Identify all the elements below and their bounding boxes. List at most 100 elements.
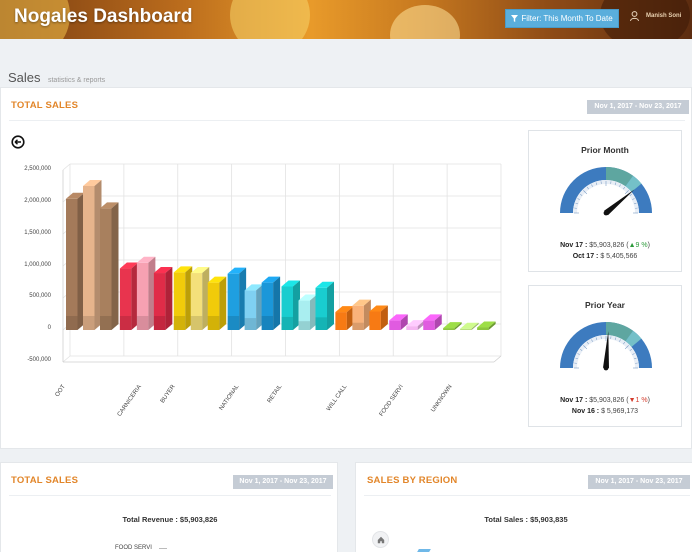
user-name[interactable]: Manish Soni bbox=[646, 13, 682, 19]
x-tick-label: RETAIL bbox=[266, 384, 284, 405]
axis-line bbox=[493, 355, 502, 363]
x-tick-label: NATIONAL bbox=[218, 384, 241, 412]
bar bbox=[369, 311, 381, 330]
bar-top bbox=[352, 299, 371, 306]
gauge-tick bbox=[619, 339, 621, 342]
gauge-arc-segment bbox=[625, 330, 642, 347]
gridline bbox=[62, 355, 71, 363]
y-tick-label: 1,500,000 bbox=[24, 230, 51, 236]
gauge-change-open: ( bbox=[626, 397, 629, 404]
bar-side bbox=[256, 284, 264, 330]
bar-shade bbox=[315, 317, 327, 330]
prior-month-gauge-card: Prior Month Nov 17 : $5,903,826 (▲9 %) O… bbox=[528, 130, 682, 272]
gauge-change-close: ) bbox=[647, 242, 650, 249]
gauge-up-arrow-icon: ▲ bbox=[628, 242, 636, 249]
sales-by-region-date-badge: Nov 1, 2017 - Nov 23, 2017 bbox=[588, 475, 690, 489]
bar-side bbox=[202, 267, 210, 330]
leader-line bbox=[159, 548, 167, 549]
bar-top bbox=[369, 305, 388, 312]
gauge-inner-ring bbox=[573, 180, 639, 213]
y-tick-label: 1,000,000 bbox=[24, 262, 51, 268]
gauge-prior-label: Oct 17 : bbox=[572, 253, 599, 260]
sales-by-region-title: SALES BY REGION bbox=[367, 475, 458, 486]
bar-shade bbox=[136, 316, 149, 330]
total-sales-panel: TOTAL SALES Nov 1, 2017 - Nov 23, 2017 2… bbox=[0, 87, 692, 449]
gauge-tick bbox=[579, 348, 583, 351]
gauge-needle bbox=[603, 331, 609, 369]
back-arrow-icon[interactable] bbox=[11, 135, 25, 149]
filter-button[interactable]: Filter: This Month To Date bbox=[505, 9, 619, 28]
bottom-total-sales-title: TOTAL SALES bbox=[11, 475, 79, 486]
gauge-tick bbox=[629, 348, 633, 351]
gauge-tick bbox=[583, 345, 588, 350]
bar-side bbox=[148, 256, 156, 330]
bar-side bbox=[94, 180, 102, 330]
gauge-current-label: Nov 17 : bbox=[560, 242, 588, 249]
bar bbox=[335, 312, 347, 330]
y-tick-label: 2,000,000 bbox=[24, 198, 51, 204]
gauge-current-value: $5,903,826 bbox=[589, 397, 625, 404]
bar-side bbox=[380, 305, 388, 330]
gauge-down-arrow-icon: ▼ bbox=[628, 397, 636, 404]
bar-top bbox=[477, 321, 496, 328]
gauge-hub bbox=[603, 210, 609, 216]
gauge-dial bbox=[560, 322, 652, 371]
bar-top bbox=[460, 322, 479, 329]
page-title: Sales bbox=[8, 70, 41, 85]
bar-top bbox=[173, 266, 193, 273]
x-tick-label: BUYER bbox=[159, 384, 177, 405]
bar-side bbox=[471, 322, 479, 330]
bar bbox=[227, 273, 240, 330]
gauge-prior-label: Nov 16 : bbox=[571, 408, 600, 415]
bar-shade bbox=[244, 318, 257, 330]
home-button[interactable] bbox=[372, 531, 389, 548]
bar-top bbox=[119, 262, 139, 269]
gauge-title: Prior Year bbox=[584, 300, 625, 310]
gauge-tick bbox=[632, 198, 635, 200]
user-icon[interactable] bbox=[630, 11, 639, 21]
gauge-tick bbox=[624, 345, 629, 350]
bar-chart bbox=[62, 163, 502, 363]
home-icon bbox=[377, 536, 384, 543]
page-heading: Sales statistics & reports bbox=[8, 69, 105, 87]
gauge-tick bbox=[577, 198, 580, 200]
bar-top bbox=[153, 267, 173, 274]
gauge-prior-value: $ 5,969,173 bbox=[601, 408, 639, 415]
app-title: Nogales Dashboard bbox=[14, 6, 193, 27]
bar bbox=[100, 208, 112, 330]
bar-side bbox=[185, 266, 193, 330]
top-bar: Nogales Dashboard Filter: This Month To … bbox=[0, 0, 692, 39]
bar-top bbox=[83, 180, 102, 186]
gauge-tick bbox=[619, 184, 621, 187]
filter-icon bbox=[511, 15, 519, 22]
gauge-prior-value: $ 5,405,566 bbox=[600, 253, 638, 260]
bar-shade bbox=[352, 322, 364, 330]
y-tick-label: 2,500,000 bbox=[24, 166, 51, 172]
bar-side bbox=[165, 267, 173, 330]
x-tick-label: UNKNOWN bbox=[430, 384, 454, 414]
gauge-tick bbox=[624, 190, 629, 195]
bar-side bbox=[363, 299, 371, 330]
gauge-tick bbox=[575, 202, 579, 205]
bar bbox=[190, 273, 203, 330]
bar-top bbox=[190, 267, 210, 274]
total-sales-label: Total Sales : $5,903,835 bbox=[484, 515, 568, 524]
total-sales-title: TOTAL SALES bbox=[11, 100, 79, 111]
x-tick-label: WILL CALL bbox=[325, 384, 349, 413]
bar bbox=[66, 198, 78, 330]
gauge-current-value: $5,903,826 bbox=[589, 242, 625, 249]
bar-side bbox=[273, 276, 281, 330]
bar-top bbox=[298, 294, 317, 301]
bar-shade bbox=[100, 316, 112, 330]
gridline bbox=[62, 163, 71, 171]
bar bbox=[153, 273, 166, 330]
bar-shade bbox=[298, 321, 310, 330]
gauge-tick bbox=[595, 337, 598, 341]
filter-label: Filter: This Month To Date bbox=[521, 14, 613, 23]
gauge-inner-ring bbox=[573, 335, 639, 368]
gauge-change-value: 9 % bbox=[635, 242, 648, 249]
bar bbox=[477, 327, 489, 330]
x-tick-label: OOT bbox=[54, 384, 67, 399]
gauge-arc-segment bbox=[606, 322, 634, 342]
bar-top bbox=[136, 256, 156, 263]
